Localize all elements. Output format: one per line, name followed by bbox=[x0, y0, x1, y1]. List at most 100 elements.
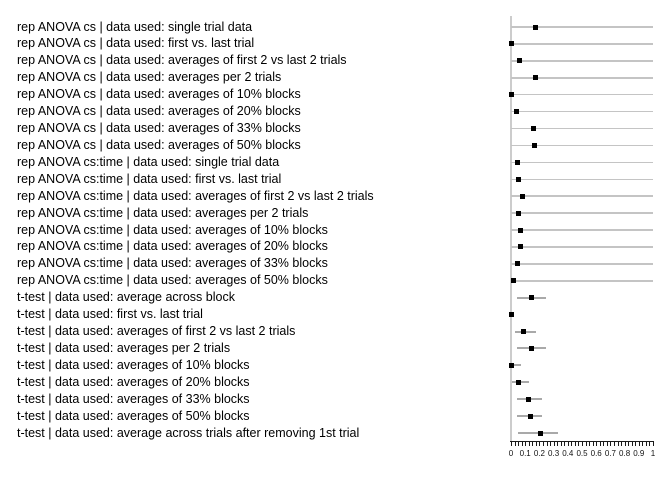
axis-tick-label: 0.7 bbox=[604, 449, 616, 458]
data-point-marker bbox=[517, 58, 523, 64]
ci-line bbox=[511, 364, 521, 367]
axis-tick bbox=[574, 442, 576, 446]
axis-tick bbox=[642, 442, 644, 446]
axis-tick bbox=[603, 442, 605, 446]
axis-tick bbox=[535, 442, 537, 446]
data-point-marker bbox=[529, 345, 535, 351]
row-label: rep ANOVA cs:time | data used: single tr… bbox=[17, 154, 280, 169]
axis-tick bbox=[514, 442, 516, 446]
row-label: t-test | data used: averages of 20% bloc… bbox=[17, 374, 250, 389]
axis-tick bbox=[546, 442, 548, 446]
row-label: rep ANOVA cs | data used: first vs. last… bbox=[17, 36, 255, 51]
axis-tick bbox=[621, 442, 623, 446]
data-point-marker bbox=[527, 413, 533, 419]
row-ci-line-full bbox=[511, 127, 653, 130]
axis-tick bbox=[599, 442, 601, 446]
row-label: rep ANOVA cs | data used: averages of 50… bbox=[17, 137, 301, 152]
axis-tick bbox=[539, 442, 541, 446]
axis-tick-label: 0.3 bbox=[548, 449, 560, 458]
data-point-marker bbox=[529, 295, 535, 301]
data-point-marker bbox=[514, 109, 520, 115]
row-ci-line-full bbox=[511, 43, 653, 45]
axis-tick bbox=[638, 442, 640, 446]
row-label: t-test | data used: average across block bbox=[17, 290, 235, 305]
data-point-marker bbox=[508, 312, 514, 318]
data-point-marker bbox=[531, 142, 537, 148]
row-label: rep ANOVA cs | data used: single trial d… bbox=[17, 19, 253, 34]
axis-tick bbox=[589, 442, 591, 446]
axis-tick bbox=[525, 442, 527, 446]
axis-tick bbox=[511, 442, 512, 446]
axis-tick bbox=[585, 442, 587, 446]
row-label: t-test | data used: averages of 33% bloc… bbox=[17, 391, 250, 406]
axis-tick-label: 0.2 bbox=[533, 449, 545, 458]
row-ci-line-full bbox=[511, 77, 653, 79]
axis-tick-label: 0.8 bbox=[619, 449, 631, 458]
axis-tick bbox=[578, 442, 580, 446]
row-ci-line-full bbox=[511, 144, 653, 147]
axis-tick bbox=[560, 442, 562, 446]
data-point-marker bbox=[510, 278, 516, 284]
axis-tick-label: 0.5 bbox=[576, 449, 588, 458]
row-ci-line-full bbox=[511, 263, 653, 265]
axis-tick bbox=[624, 442, 626, 446]
row-label: rep ANOVA cs:time | data used: averages … bbox=[17, 256, 328, 271]
axis-tick bbox=[653, 442, 654, 446]
data-point-marker bbox=[526, 396, 532, 402]
data-point-marker bbox=[514, 159, 520, 165]
axis-tick bbox=[582, 442, 583, 446]
axis-tick bbox=[631, 442, 633, 446]
row-ci-line-full bbox=[511, 212, 653, 214]
axis-tick bbox=[613, 442, 615, 446]
row-ci-line-full bbox=[511, 161, 653, 164]
row-label: t-test | data used: averages of 10% bloc… bbox=[17, 357, 250, 372]
axis-tick-label: 0.1 bbox=[519, 449, 531, 458]
axis-tick bbox=[557, 442, 559, 446]
x-axis-line bbox=[510, 441, 654, 442]
data-point-marker bbox=[538, 430, 544, 436]
data-point-marker bbox=[509, 362, 515, 368]
axis-tick bbox=[550, 442, 552, 446]
axis-tick bbox=[628, 442, 630, 446]
row-ci-line-full bbox=[511, 280, 653, 282]
axis-tick bbox=[553, 442, 555, 446]
row-label: rep ANOVA cs:time | data used: averages … bbox=[17, 239, 328, 254]
data-point-marker bbox=[508, 41, 514, 47]
data-point-marker bbox=[516, 210, 522, 216]
row-label: rep ANOVA cs | data used: averages per 2… bbox=[17, 70, 282, 85]
axis-tick bbox=[610, 442, 612, 446]
zero-reference-line bbox=[510, 16, 512, 441]
row-label: rep ANOVA cs:time | data used: first vs.… bbox=[17, 171, 282, 186]
axis-tick bbox=[596, 442, 598, 446]
row-label: rep ANOVA cs | data used: averages of 33… bbox=[17, 121, 301, 136]
axis-tick bbox=[518, 442, 520, 446]
row-label: t-test | data used: first vs. last trial bbox=[17, 307, 203, 322]
axis-tick-label: 0.9 bbox=[633, 449, 645, 458]
data-point-marker bbox=[516, 176, 522, 182]
axis-tick bbox=[564, 442, 566, 446]
row-ci-line-full bbox=[511, 195, 653, 197]
ci-line bbox=[518, 432, 558, 435]
axis-tick-label: 0.4 bbox=[562, 449, 574, 458]
data-point-marker bbox=[519, 193, 525, 199]
row-ci-line-full bbox=[511, 178, 653, 181]
axis-tick bbox=[645, 442, 647, 446]
row-ci-line-full bbox=[511, 229, 653, 231]
data-point-marker bbox=[532, 24, 538, 30]
axis-tick bbox=[528, 442, 530, 446]
row-ci-line-full bbox=[511, 26, 653, 28]
row-label: rep ANOVA cs | data used: averages of 20… bbox=[17, 104, 301, 119]
axis-tick bbox=[617, 442, 619, 446]
row-label: t-test | data used: averages of 50% bloc… bbox=[17, 408, 250, 423]
row-label: rep ANOVA cs:time | data used: averages … bbox=[17, 205, 309, 220]
data-point-marker bbox=[532, 75, 538, 81]
data-point-marker bbox=[516, 379, 522, 385]
data-point-marker bbox=[514, 261, 520, 267]
data-point-marker bbox=[520, 329, 526, 335]
row-ci-line-full bbox=[511, 110, 653, 113]
data-point-marker bbox=[530, 126, 536, 132]
axis-tick bbox=[649, 442, 651, 446]
data-point-marker bbox=[517, 244, 523, 250]
